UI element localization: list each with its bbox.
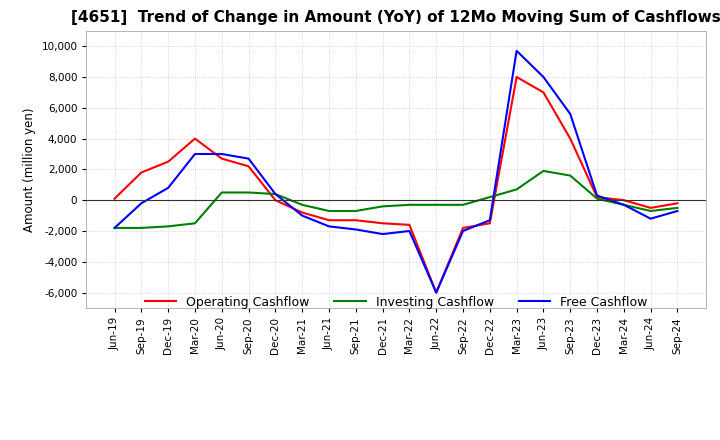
Y-axis label: Amount (million yen): Amount (million yen) [23, 107, 36, 231]
Investing Cashflow [271, 191, 279, 197]
Operating Cashflow [325, 217, 333, 223]
Investing Cashflow [325, 208, 333, 213]
Investing Cashflow [539, 168, 548, 173]
Operating Cashflow [673, 201, 682, 206]
Free Cashflow [378, 231, 387, 237]
Operating Cashflow [191, 136, 199, 141]
Investing Cashflow [110, 225, 119, 231]
Investing Cashflow [217, 190, 226, 195]
Investing Cashflow [191, 220, 199, 226]
Operating Cashflow [619, 198, 628, 203]
Investing Cashflow [673, 205, 682, 210]
Operating Cashflow [485, 220, 494, 226]
Investing Cashflow [619, 202, 628, 207]
Investing Cashflow [405, 202, 414, 207]
Free Cashflow [217, 151, 226, 157]
Operating Cashflow [271, 198, 279, 203]
Operating Cashflow [593, 194, 601, 200]
Operating Cashflow [513, 74, 521, 80]
Free Cashflow [325, 224, 333, 229]
Free Cashflow [271, 191, 279, 197]
Free Cashflow [619, 202, 628, 207]
Operating Cashflow [217, 156, 226, 161]
Free Cashflow [485, 217, 494, 223]
Investing Cashflow [593, 196, 601, 201]
Investing Cashflow [513, 187, 521, 192]
Operating Cashflow [110, 196, 119, 201]
Investing Cashflow [485, 194, 494, 200]
Investing Cashflow [137, 225, 145, 231]
Free Cashflow [351, 227, 360, 232]
Operating Cashflow [351, 217, 360, 223]
Free Cashflow [405, 228, 414, 234]
Operating Cashflow [459, 225, 467, 231]
Line: Investing Cashflow: Investing Cashflow [114, 171, 678, 228]
Investing Cashflow [459, 202, 467, 207]
Legend: Operating Cashflow, Investing Cashflow, Free Cashflow: Operating Cashflow, Investing Cashflow, … [140, 290, 652, 314]
Operating Cashflow [539, 90, 548, 95]
Free Cashflow [647, 216, 655, 221]
Operating Cashflow [244, 164, 253, 169]
Operating Cashflow [647, 205, 655, 210]
Line: Free Cashflow: Free Cashflow [114, 51, 678, 293]
Operating Cashflow [137, 170, 145, 175]
Free Cashflow [244, 156, 253, 161]
Investing Cashflow [164, 224, 173, 229]
Free Cashflow [298, 213, 307, 218]
Operating Cashflow [432, 290, 441, 295]
Investing Cashflow [432, 202, 441, 207]
Operating Cashflow [164, 159, 173, 164]
Free Cashflow [164, 185, 173, 191]
Free Cashflow [593, 193, 601, 198]
Operating Cashflow [378, 220, 387, 226]
Free Cashflow [566, 111, 575, 117]
Free Cashflow [137, 201, 145, 206]
Free Cashflow [432, 290, 441, 295]
Free Cashflow [513, 48, 521, 53]
Operating Cashflow [566, 136, 575, 141]
Investing Cashflow [566, 173, 575, 178]
Free Cashflow [459, 228, 467, 234]
Free Cashflow [539, 74, 548, 80]
Operating Cashflow [298, 210, 307, 215]
Free Cashflow [110, 225, 119, 231]
Investing Cashflow [647, 208, 655, 213]
Operating Cashflow [405, 222, 414, 227]
Free Cashflow [673, 208, 682, 213]
Investing Cashflow [378, 204, 387, 209]
Investing Cashflow [244, 190, 253, 195]
Investing Cashflow [298, 202, 307, 207]
Title: [4651]  Trend of Change in Amount (YoY) of 12Mo Moving Sum of Cashflows: [4651] Trend of Change in Amount (YoY) o… [71, 11, 720, 26]
Investing Cashflow [351, 208, 360, 213]
Line: Operating Cashflow: Operating Cashflow [114, 77, 678, 293]
Free Cashflow [191, 151, 199, 157]
